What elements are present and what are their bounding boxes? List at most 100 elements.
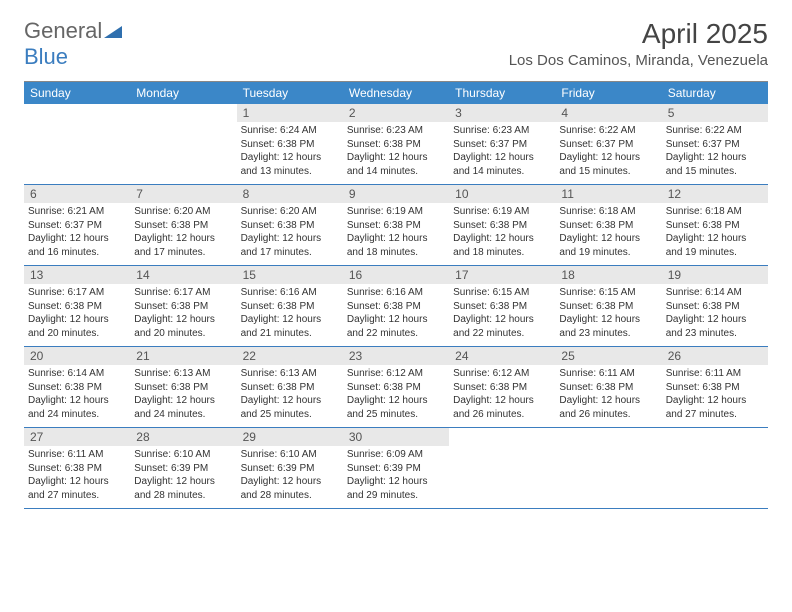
- weekday-label: Sunday: [24, 82, 130, 104]
- calendar-cell: [130, 104, 236, 184]
- day-number: 5: [662, 104, 768, 122]
- day-number: 19: [662, 266, 768, 284]
- day-number: 8: [237, 185, 343, 203]
- brand-part2: Blue: [24, 44, 68, 70]
- calendar-cell: 17 Sunrise: 6:15 AMSunset: 6:38 PMDayligh…: [449, 266, 555, 346]
- day-detail: Sunrise: 6:16 AMSunset: 6:38 PMDaylight:…: [347, 286, 445, 340]
- calendar-cell: 28 Sunrise: 6:10 AMSunset: 6:39 PMDayligh…: [130, 428, 236, 508]
- calendar-cell: 8 Sunrise: 6:20 AMSunset: 6:38 PMDaylight…: [237, 185, 343, 265]
- calendar-cell: 18 Sunrise: 6:15 AMSunset: 6:38 PMDayligh…: [555, 266, 661, 346]
- day-detail: Sunrise: 6:22 AMSunset: 6:37 PMDaylight:…: [666, 124, 764, 178]
- calendar-cell: 26 Sunrise: 6:11 AMSunset: 6:38 PMDayligh…: [662, 347, 768, 427]
- calendar-cell: [555, 428, 661, 508]
- weekday-label: Friday: [555, 82, 661, 104]
- day-detail: Sunrise: 6:19 AMSunset: 6:38 PMDaylight:…: [453, 205, 551, 259]
- day-detail: Sunrise: 6:10 AMSunset: 6:39 PMDaylight:…: [134, 448, 232, 502]
- calendar-week: 20 Sunrise: 6:14 AMSunset: 6:38 PMDayligh…: [24, 347, 768, 428]
- day-detail: Sunrise: 6:18 AMSunset: 6:38 PMDaylight:…: [559, 205, 657, 259]
- calendar-cell: 24Sunrise: 6:12 AMSunset: 6:38 PMDayligh…: [449, 347, 555, 427]
- day-number: 4: [555, 104, 661, 122]
- day-number: 13: [24, 266, 130, 284]
- day-number: 16: [343, 266, 449, 284]
- calendar-cell: 11 Sunrise: 6:18 AMSunset: 6:38 PMDayligh…: [555, 185, 661, 265]
- day-detail: Sunrise: 6:15 AMSunset: 6:38 PMDaylight:…: [453, 286, 551, 340]
- calendar-cell: 30Sunrise: 6:09 AMSunset: 6:39 PMDayligh…: [343, 428, 449, 508]
- day-number: 12: [662, 185, 768, 203]
- calendar-cell: 2Sunrise: 6:23 AMSunset: 6:38 PMDaylight…: [343, 104, 449, 184]
- weekday-label: Monday: [130, 82, 236, 104]
- calendar-cell: 27Sunrise: 6:11 AMSunset: 6:38 PMDayligh…: [24, 428, 130, 508]
- day-detail: Sunrise: 6:20 AMSunset: 6:38 PMDaylight:…: [134, 205, 232, 259]
- calendar-cell: 25 Sunrise: 6:11 AMSunset: 6:38 PMDayligh…: [555, 347, 661, 427]
- calendar-cell: 12 Sunrise: 6:18 AMSunset: 6:38 PMDayligh…: [662, 185, 768, 265]
- calendar-cell: [449, 428, 555, 508]
- day-number: 14: [130, 266, 236, 284]
- day-detail: Sunrise: 6:11 AMSunset: 6:38 PMDaylight:…: [559, 367, 657, 421]
- day-number: 11: [555, 185, 661, 203]
- title-block: April 2025 Los Dos Caminos, Miranda, Ven…: [509, 18, 768, 69]
- calendar-cell: 16 Sunrise: 6:16 AMSunset: 6:38 PMDayligh…: [343, 266, 449, 346]
- day-number: 28: [130, 428, 236, 446]
- calendar-cell: 5 Sunrise: 6:22 AMSunset: 6:37 PMDaylight…: [662, 104, 768, 184]
- day-number: 9: [343, 185, 449, 203]
- day-number: 6: [24, 185, 130, 203]
- day-detail: Sunrise: 6:15 AMSunset: 6:38 PMDaylight:…: [559, 286, 657, 340]
- day-number: 18: [555, 266, 661, 284]
- day-detail: Sunrise: 6:14 AMSunset: 6:38 PMDaylight:…: [28, 367, 126, 421]
- day-number: 22: [237, 347, 343, 365]
- day-detail: Sunrise: 6:13 AMSunset: 6:38 PMDaylight:…: [241, 367, 339, 421]
- calendar-cell: 6 Sunrise: 6:21 AMSunset: 6:37 PMDaylight…: [24, 185, 130, 265]
- day-detail: Sunrise: 6:11 AMSunset: 6:38 PMDaylight:…: [666, 367, 764, 421]
- brand-triangle-icon: [104, 24, 122, 38]
- day-number: 29: [237, 428, 343, 446]
- day-detail: Sunrise: 6:20 AMSunset: 6:38 PMDaylight:…: [241, 205, 339, 259]
- day-detail: Sunrise: 6:10 AMSunset: 6:39 PMDaylight:…: [241, 448, 339, 502]
- calendar-cell: 9 Sunrise: 6:19 AMSunset: 6:38 PMDaylight…: [343, 185, 449, 265]
- day-detail: Sunrise: 6:18 AMSunset: 6:38 PMDaylight:…: [666, 205, 764, 259]
- calendar-cell: 3Sunrise: 6:23 AMSunset: 6:37 PMDaylight…: [449, 104, 555, 184]
- calendar-week: 1 Sunrise: 6:24 AMSunset: 6:38 PMDaylight…: [24, 104, 768, 185]
- calendar-cell: 15Sunrise: 6:16 AMSunset: 6:38 PMDayligh…: [237, 266, 343, 346]
- day-number: 1: [237, 104, 343, 122]
- day-number: 15: [237, 266, 343, 284]
- day-number: 26: [662, 347, 768, 365]
- day-number: 17: [449, 266, 555, 284]
- calendar-cell: 20 Sunrise: 6:14 AMSunset: 6:38 PMDayligh…: [24, 347, 130, 427]
- weekday-label: Thursday: [449, 82, 555, 104]
- day-detail: Sunrise: 6:22 AMSunset: 6:37 PMDaylight:…: [559, 124, 657, 178]
- day-number: 23: [343, 347, 449, 365]
- weekday-label: Saturday: [662, 82, 768, 104]
- calendar-cell: [662, 428, 768, 508]
- day-detail: Sunrise: 6:21 AMSunset: 6:37 PMDaylight:…: [28, 205, 126, 259]
- day-number: 21: [130, 347, 236, 365]
- calendar-cell: [24, 104, 130, 184]
- calendar-cell: 21 Sunrise: 6:13 AMSunset: 6:38 PMDayligh…: [130, 347, 236, 427]
- calendar: Sunday Monday Tuesday Wednesday Thursday…: [24, 81, 768, 509]
- calendar-week: 13Sunrise: 6:17 AMSunset: 6:38 PMDayligh…: [24, 266, 768, 347]
- calendar-cell: 29 Sunrise: 6:10 AMSunset: 6:39 PMDayligh…: [237, 428, 343, 508]
- page-subtitle: Los Dos Caminos, Miranda, Venezuela: [509, 52, 768, 69]
- page-title: April 2025: [509, 18, 768, 50]
- day-number: 20: [24, 347, 130, 365]
- calendar-cell: 4 Sunrise: 6:22 AMSunset: 6:37 PMDaylight…: [555, 104, 661, 184]
- brand-part1: General: [24, 18, 102, 44]
- calendar-cell: 13 Sunrise: 6:17 AMSunset: 6:38 PMDayligh…: [24, 266, 130, 346]
- calendar-body: 1 Sunrise: 6:24 AMSunset: 6:38 PMDaylight…: [24, 104, 768, 509]
- calendar-week: 27Sunrise: 6:11 AMSunset: 6:38 PMDayligh…: [24, 428, 768, 509]
- day-detail: Sunrise: 6:13 AMSunset: 6:38 PMDaylight:…: [134, 367, 232, 421]
- day-detail: Sunrise: 6:19 AMSunset: 6:38 PMDaylight:…: [347, 205, 445, 259]
- day-number: 25: [555, 347, 661, 365]
- calendar-cell: 10Sunrise: 6:19 AMSunset: 6:38 PMDayligh…: [449, 185, 555, 265]
- day-number: 7: [130, 185, 236, 203]
- day-detail: Sunrise: 6:12 AMSunset: 6:38 PMDaylight:…: [453, 367, 551, 421]
- day-detail: Sunrise: 6:17 AMSunset: 6:38 PMDaylight:…: [134, 286, 232, 340]
- weekday-label: Wednesday: [343, 82, 449, 104]
- day-detail: Sunrise: 6:17 AMSunset: 6:38 PMDaylight:…: [28, 286, 126, 340]
- calendar-cell: 1 Sunrise: 6:24 AMSunset: 6:38 PMDaylight…: [237, 104, 343, 184]
- day-detail: Sunrise: 6:24 AMSunset: 6:38 PMDaylight:…: [241, 124, 339, 178]
- calendar-week: 6 Sunrise: 6:21 AMSunset: 6:37 PMDaylight…: [24, 185, 768, 266]
- calendar-cell: 7 Sunrise: 6:20 AMSunset: 6:38 PMDaylight…: [130, 185, 236, 265]
- day-number: 3: [449, 104, 555, 122]
- calendar-cell: 23Sunrise: 6:12 AMSunset: 6:38 PMDayligh…: [343, 347, 449, 427]
- day-detail: Sunrise: 6:14 AMSunset: 6:38 PMDaylight:…: [666, 286, 764, 340]
